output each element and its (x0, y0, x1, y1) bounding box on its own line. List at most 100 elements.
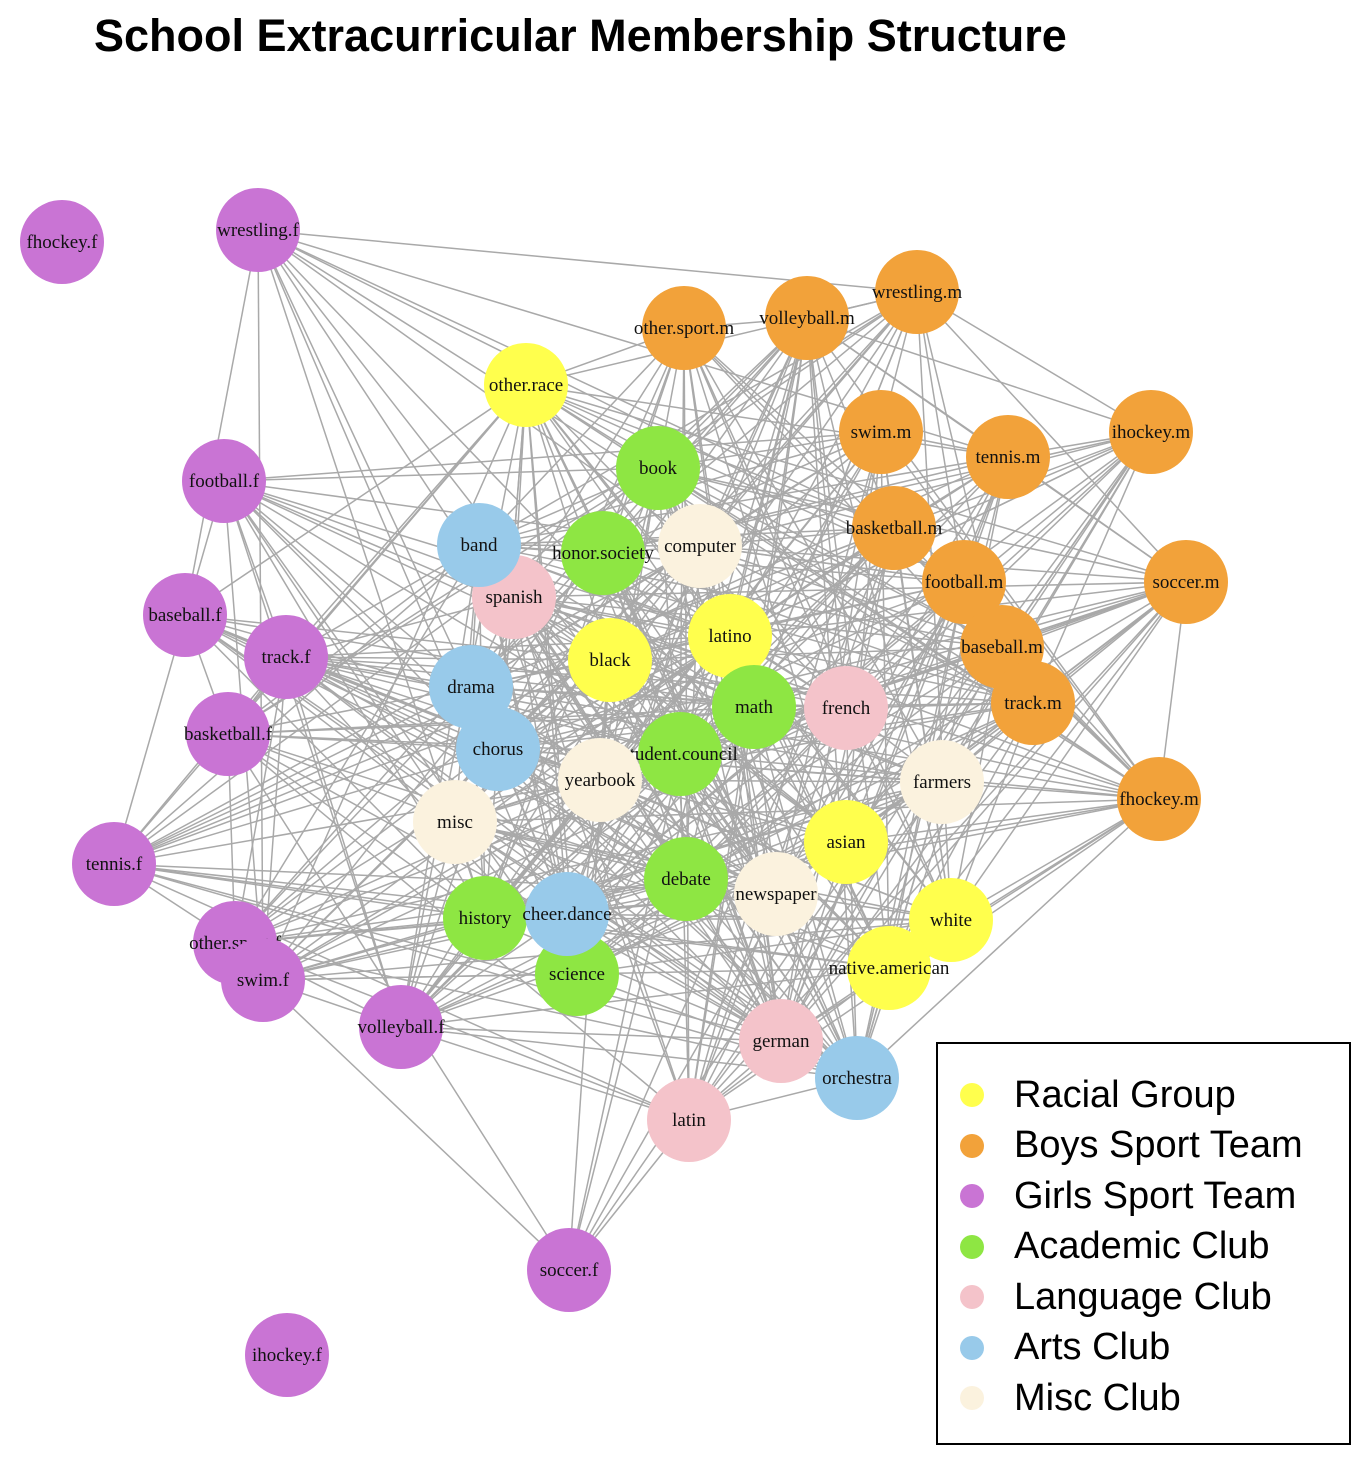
node-label: history (459, 908, 512, 929)
edge (845, 707, 858, 1079)
node-band: band (437, 503, 521, 587)
edge (470, 545, 701, 688)
node-label: debate (661, 869, 711, 890)
node-football-f: football.f (182, 439, 266, 523)
node-book: book (616, 426, 700, 510)
edge (679, 753, 690, 1121)
node-label: tennis.m (976, 447, 1041, 468)
node-circle (688, 594, 772, 678)
edge (845, 798, 1160, 843)
node-label: volleyball.f (357, 1017, 445, 1038)
edge (478, 544, 690, 1121)
edge (657, 291, 918, 469)
edge (478, 544, 858, 1079)
node-circle (991, 661, 1075, 745)
node-soccer-f: soccer.f (527, 1228, 611, 1312)
edge (683, 327, 847, 709)
node-latino: latino (688, 594, 772, 678)
node-computer: computer (658, 504, 742, 588)
node-label: fhockey.f (26, 232, 98, 253)
legend-swatch (960, 1285, 984, 1309)
edge (478, 327, 685, 546)
edge (699, 545, 965, 583)
node-circle (804, 800, 888, 884)
node-label: ihockey.m (1112, 422, 1191, 443)
edge (916, 291, 1187, 583)
diagram-title: School Extracurricular Membership Struct… (94, 10, 1067, 61)
node-label: science (549, 964, 605, 985)
node-label: book (639, 458, 678, 479)
edge (113, 480, 225, 865)
node-circle (909, 878, 993, 962)
node-label: swim.m (851, 422, 912, 443)
node-newspaper: newspaper (734, 852, 818, 936)
node-circle (143, 573, 227, 657)
node-circle (734, 852, 818, 936)
node-farmers: farmers (900, 740, 984, 824)
node-circle (245, 1313, 329, 1397)
edge (497, 748, 777, 895)
node-label: yearbook (565, 770, 636, 791)
node-other-race: other.race (484, 343, 568, 427)
edge (806, 317, 1152, 433)
edge (806, 317, 847, 709)
node-circle (359, 985, 443, 1069)
edge (227, 733, 486, 919)
node-circle (558, 738, 642, 822)
node-circle (647, 1078, 731, 1162)
legend-item-misc: Misc Club (960, 1373, 1181, 1423)
node-label: french (822, 698, 871, 719)
node-circle (221, 938, 305, 1022)
node-label: latino (708, 626, 751, 647)
legend-swatch (960, 1335, 984, 1360)
edge (525, 384, 1187, 583)
edge (285, 656, 943, 783)
node-circle (244, 615, 328, 699)
node-circle (875, 250, 959, 334)
node-label: basketball.m (846, 518, 943, 539)
node-label: track.m (1004, 693, 1062, 714)
node-label: other.sport.m (634, 318, 734, 339)
node-label: football.f (189, 471, 260, 492)
edge (184, 614, 499, 750)
edge (497, 581, 1187, 750)
edge (525, 384, 1003, 648)
node-circle (72, 822, 156, 906)
node-volleyball-m: volleyball.m (759, 276, 855, 360)
edge (513, 596, 690, 1121)
legend-label: Misc Club (1014, 1376, 1181, 1419)
node-label: chorus (473, 739, 524, 760)
node-cheer-dance: cheer.dance (522, 872, 612, 956)
edge (780, 702, 1034, 1042)
node-circle (182, 439, 266, 523)
edge (1032, 431, 1152, 704)
legend: Racial Group Boys Sport Team Girls Sport T… (936, 1042, 1351, 1445)
node-circle (1109, 390, 1193, 474)
node-label: honor.society (552, 543, 654, 564)
edge (525, 384, 895, 529)
edge (262, 779, 601, 981)
legend-swatch (960, 1234, 984, 1259)
legend-label: Language Club (1014, 1275, 1272, 1318)
edge (184, 229, 259, 616)
node-misc: misc (413, 780, 497, 864)
node-label: orchestra (822, 1068, 892, 1089)
edge (184, 384, 527, 616)
edge (688, 706, 755, 1121)
node-football-m: football.m (922, 540, 1006, 624)
edge (184, 614, 611, 661)
node-circle (852, 486, 936, 570)
edge (113, 863, 486, 919)
edge (699, 431, 1152, 547)
node-label: volleyball.m (759, 308, 855, 329)
edge (113, 544, 480, 865)
node-debate: debate (644, 837, 728, 921)
edge (609, 527, 895, 661)
edge (602, 431, 882, 554)
node-label: baseball.f (148, 605, 222, 626)
edge (688, 781, 943, 1121)
node-label: native.american (829, 958, 950, 979)
node-circle (561, 511, 645, 595)
node-circle (765, 276, 849, 360)
edge (262, 973, 578, 981)
